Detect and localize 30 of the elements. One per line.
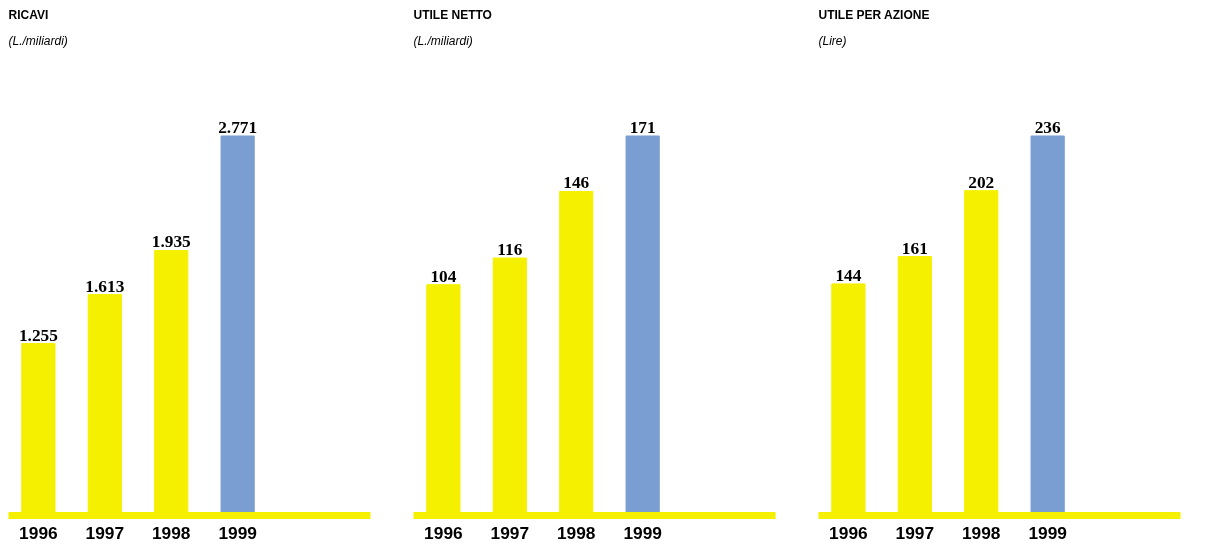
x-tick-label: 1997: [85, 522, 125, 543]
chart-subtitle: (L./miliardi): [8, 33, 68, 48]
x-tick-label: 1996: [424, 522, 464, 543]
data-label: 171: [629, 117, 656, 137]
x-tick-label: 1996: [19, 522, 59, 543]
data-label: 2.771: [218, 117, 258, 137]
chart-title: UTILE PER AZIONE: [818, 7, 930, 22]
data-label: 1.613: [85, 276, 125, 296]
data-label: 236: [1034, 117, 1061, 137]
x-tick-label: 1997: [490, 522, 530, 543]
data-label: 202: [968, 172, 995, 192]
chart-subtitle: (Lire): [818, 33, 847, 48]
x-tick-label: 1996: [829, 522, 869, 543]
chart-subtitle: (L./miliardi): [413, 33, 473, 48]
data-label: 1.255: [18, 325, 59, 345]
data-label: 144: [835, 265, 862, 285]
chart-title: UTILE NETTO: [413, 7, 492, 22]
data-label: 104: [430, 266, 457, 286]
chart-title: RICAVI: [8, 7, 49, 22]
x-tick-label: 1997: [895, 522, 935, 543]
data-label: 161: [901, 238, 928, 258]
x-tick-label: 1999: [1028, 522, 1067, 543]
data-label: 146: [563, 173, 590, 193]
x-tick-label: 1998: [556, 522, 596, 543]
x-tick-label: 1998: [961, 522, 1001, 543]
x-tick-label: 1999: [218, 522, 257, 543]
data-label: 1.935: [151, 232, 192, 252]
data-label: 116: [497, 240, 523, 260]
x-tick-label: 1999: [623, 522, 662, 543]
x-tick-label: 1998: [151, 522, 191, 543]
